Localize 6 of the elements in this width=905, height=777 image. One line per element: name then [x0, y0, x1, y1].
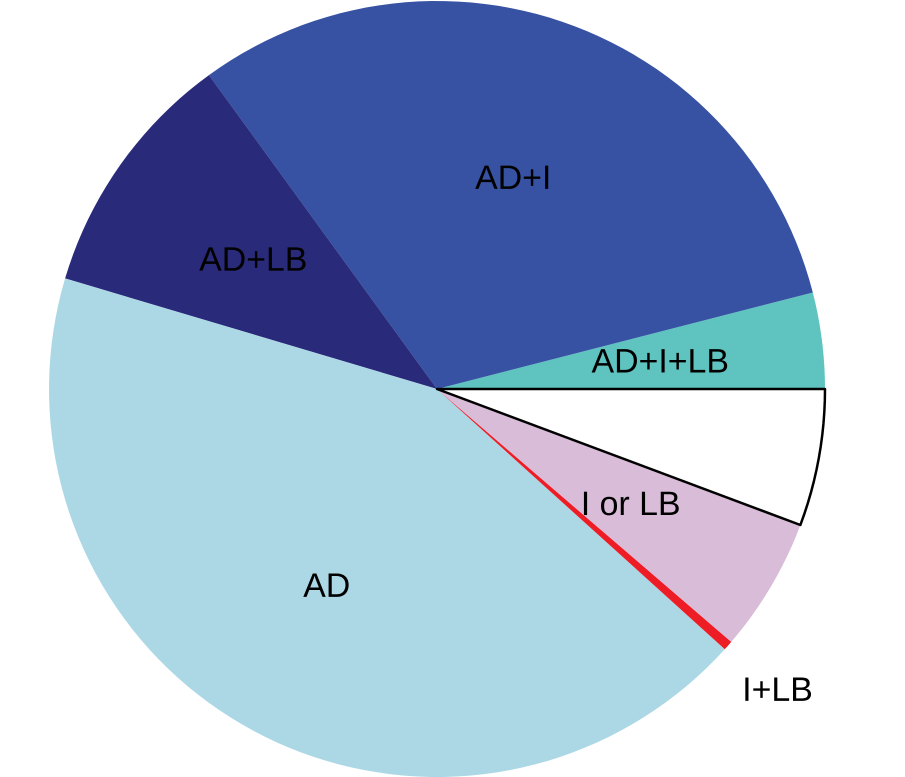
slice-label: I or LB [584, 492, 679, 516]
slice-label: AD+I [475, 166, 548, 189]
slice-label: I+LB [745, 678, 812, 701]
slice-label: AD+I+LB [592, 349, 728, 372]
slice-label: AD+LB [199, 247, 306, 271]
slice-label: AD [303, 574, 349, 597]
